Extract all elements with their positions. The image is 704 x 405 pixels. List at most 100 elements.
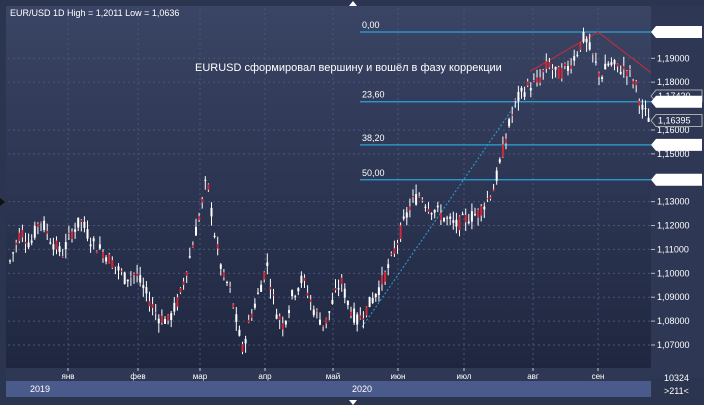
bar-counter: 10324: [664, 373, 689, 383]
candle-body: [638, 100, 641, 106]
candle-body: [523, 92, 526, 97]
candle-body: [644, 108, 647, 110]
candle-body: [89, 244, 92, 247]
candle-body: [219, 264, 222, 269]
x-axis-months: янв фев мар апр май июн июл авг сен: [62, 368, 604, 381]
candle-body: [235, 314, 238, 323]
candle-body: [635, 81, 638, 86]
x-tick-label: апр: [258, 372, 272, 381]
candle-body: [77, 217, 80, 228]
candle-body: [576, 54, 579, 56]
candle-body: [129, 276, 132, 278]
candle-body: [591, 53, 594, 55]
candle-body: [210, 207, 213, 217]
candle-body: [300, 275, 303, 283]
candle-body: [216, 244, 219, 249]
fibonacci-label: 23,60: [362, 90, 385, 100]
candle-body: [244, 339, 247, 344]
x-tick-label: июн: [391, 372, 406, 381]
candle-body: [371, 298, 374, 303]
candle-body: [148, 301, 151, 307]
scroll-down-arrow[interactable]: [349, 400, 357, 405]
candle-body: [120, 270, 123, 272]
candle-body: [173, 302, 176, 312]
candle-body: [449, 216, 452, 219]
candle-body: [353, 308, 356, 323]
candle-body: [474, 214, 476, 216]
y-tick-label: 1,08000: [657, 316, 690, 326]
candle-body: [613, 60, 616, 65]
candle-body: [604, 63, 607, 70]
price-marker-label: 1,15375: [658, 140, 691, 150]
year-label-2020: 2020: [352, 384, 372, 394]
candle-body: [241, 344, 244, 352]
candle-body: [145, 287, 148, 294]
candle-body: [573, 56, 576, 61]
candle-body: [294, 296, 297, 298]
candle-body: [365, 306, 368, 316]
scroll-up-arrow[interactable]: [349, 1, 357, 6]
candle-body: [275, 314, 278, 319]
candle-body: [167, 314, 170, 321]
candle-body: [452, 220, 455, 223]
candle-body: [374, 293, 377, 298]
candle-body: [567, 65, 569, 71]
candle-body: [55, 240, 58, 250]
candle-body: [126, 279, 129, 282]
candle-body: [433, 209, 436, 213]
candle-body: [399, 225, 402, 239]
candle-body: [362, 318, 365, 321]
candle-body: [632, 81, 635, 85]
chart-header: EUR/USD 1D High = 1,2011 Low = 1,0636: [10, 8, 179, 18]
candle-body: [170, 313, 173, 321]
gridlines: [8, 8, 651, 368]
candle-body: [98, 244, 101, 249]
candle-body: [560, 67, 563, 79]
candle-body: [629, 68, 631, 70]
candle-body: [607, 63, 610, 66]
y-tick-label: 1,15000: [657, 149, 690, 159]
candle-body: [247, 319, 250, 323]
candle-body: [554, 66, 557, 70]
y-tick-label: 1,11000: [657, 244, 689, 254]
candle-body: [30, 240, 33, 243]
price-marker-box: [651, 26, 702, 38]
candle-body: [514, 99, 517, 101]
candle-body: [111, 260, 114, 268]
pan-left-handle[interactable]: [0, 198, 5, 206]
candle-body: [250, 313, 253, 318]
candle-body: [350, 311, 352, 316]
y-tick-label: 1,16000: [657, 125, 690, 135]
x-tick-label: июл: [457, 372, 472, 381]
candle-body: [43, 220, 46, 231]
candle-body: [207, 184, 210, 190]
bar-counter-sub: >211<: [664, 386, 689, 396]
candle-body: [384, 271, 387, 282]
candle-body: [52, 244, 55, 250]
candle-body: [346, 300, 349, 306]
candle-body: [164, 319, 166, 324]
candle-body: [288, 310, 290, 313]
candle-body: [154, 312, 157, 314]
x-axis-panel: [6, 368, 651, 381]
candle-body: [511, 114, 514, 116]
fibonacci-label: 0,00: [362, 20, 380, 30]
candle-body: [123, 272, 126, 284]
candle-body: [622, 65, 625, 70]
candle-body: [421, 199, 424, 202]
candle-body: [278, 316, 281, 321]
y-tick-label: 1,10000: [657, 268, 690, 278]
candle-body: [601, 77, 604, 79]
candle-body: [495, 170, 498, 181]
candle-body: [232, 304, 235, 308]
candle-body: [46, 230, 49, 234]
fibonacci-label: 38,20: [362, 133, 385, 143]
candle-body: [139, 275, 142, 283]
candle-body: [446, 217, 449, 219]
y-tick-label: 1,13000: [657, 197, 690, 207]
candle-body: [582, 31, 585, 42]
candle-body: [548, 62, 551, 68]
candle-body: [619, 72, 622, 74]
price-marker-box: [651, 95, 702, 108]
candle-body: [306, 292, 309, 296]
